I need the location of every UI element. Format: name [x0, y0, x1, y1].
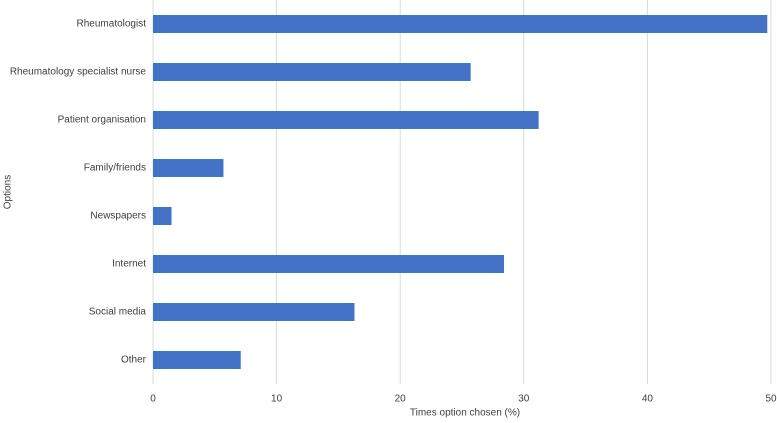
x-axis-title: Times option chosen (%) [410, 408, 520, 419]
y-tick-label: Social media [89, 307, 147, 318]
y-tick-label: Newspapers [90, 211, 146, 222]
bar [153, 207, 172, 225]
x-tick-label: 10 [271, 394, 283, 405]
bar [153, 63, 471, 81]
y-tick-label: Other [121, 355, 147, 366]
bar [153, 303, 355, 321]
bar [153, 15, 768, 33]
x-tick-label: 40 [642, 394, 654, 405]
bar [153, 351, 241, 369]
x-tick-label: 20 [395, 394, 407, 405]
y-tick-label: Family/friends [84, 163, 146, 174]
x-tick-label: 30 [518, 394, 530, 405]
y-tick-label: Rheumatology specialist nurse [10, 67, 147, 78]
bar [153, 111, 539, 129]
bar [153, 255, 505, 273]
y-tick-label: Patient organisation [58, 115, 146, 126]
y-tick-label: Rheumatologist [77, 19, 147, 30]
y-tick-label: Internet [112, 259, 146, 270]
y-axis-title: Options [3, 175, 14, 209]
bar [153, 159, 224, 177]
x-tick-label: 50 [765, 394, 777, 405]
x-tick-label: 0 [150, 394, 156, 405]
